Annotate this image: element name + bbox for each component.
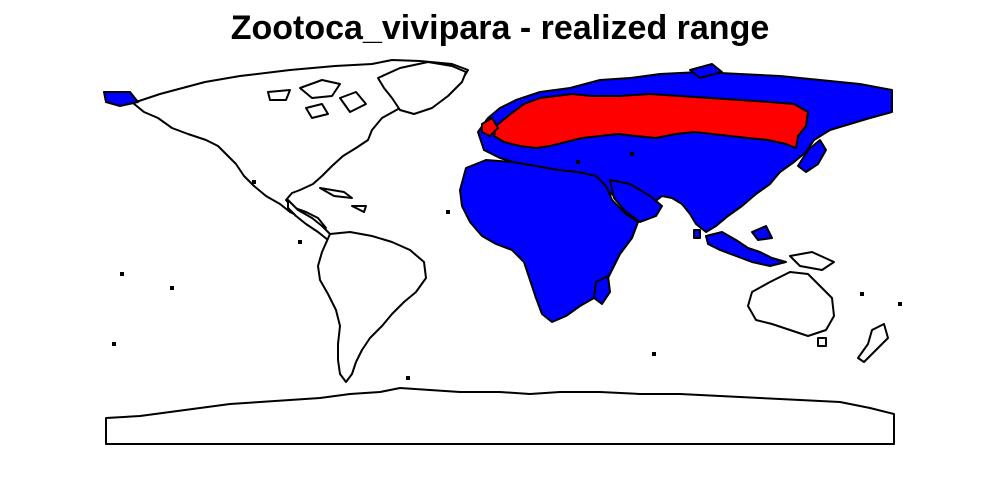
japan-potential [797,139,827,173]
south-america [317,231,427,383]
north-america [132,59,469,229]
new-guinea [789,251,835,271]
caribbean-islands [319,187,367,213]
small-islands [112,152,902,380]
island [112,342,116,346]
eurasia-realized [493,93,809,149]
sri-lanka [693,229,701,239]
island [576,160,580,164]
britain-realized [481,117,499,137]
map-title: Zootoca_vivipara - realized range [230,9,770,47]
island [120,272,124,276]
antarctica [105,387,895,445]
central-america [287,199,337,241]
greenland [377,61,467,115]
island [252,180,256,184]
island [898,302,902,306]
arabia-potential [609,179,663,223]
realized-range [481,93,809,149]
island [446,210,450,214]
australia [747,271,835,337]
island [406,376,410,380]
island [630,152,634,156]
island [170,286,174,290]
island [860,292,864,296]
alaska-tip [103,91,139,107]
island [652,352,656,356]
island [298,240,302,244]
tasmania [817,337,827,347]
sea-islands-potential [705,225,787,267]
novaya-zemlya [689,63,723,79]
arctic-islands [267,79,367,119]
new-zealand [857,323,889,363]
landmass-americas [132,59,469,383]
landmass-oceania [747,251,889,363]
madagascar-potential [593,275,611,305]
